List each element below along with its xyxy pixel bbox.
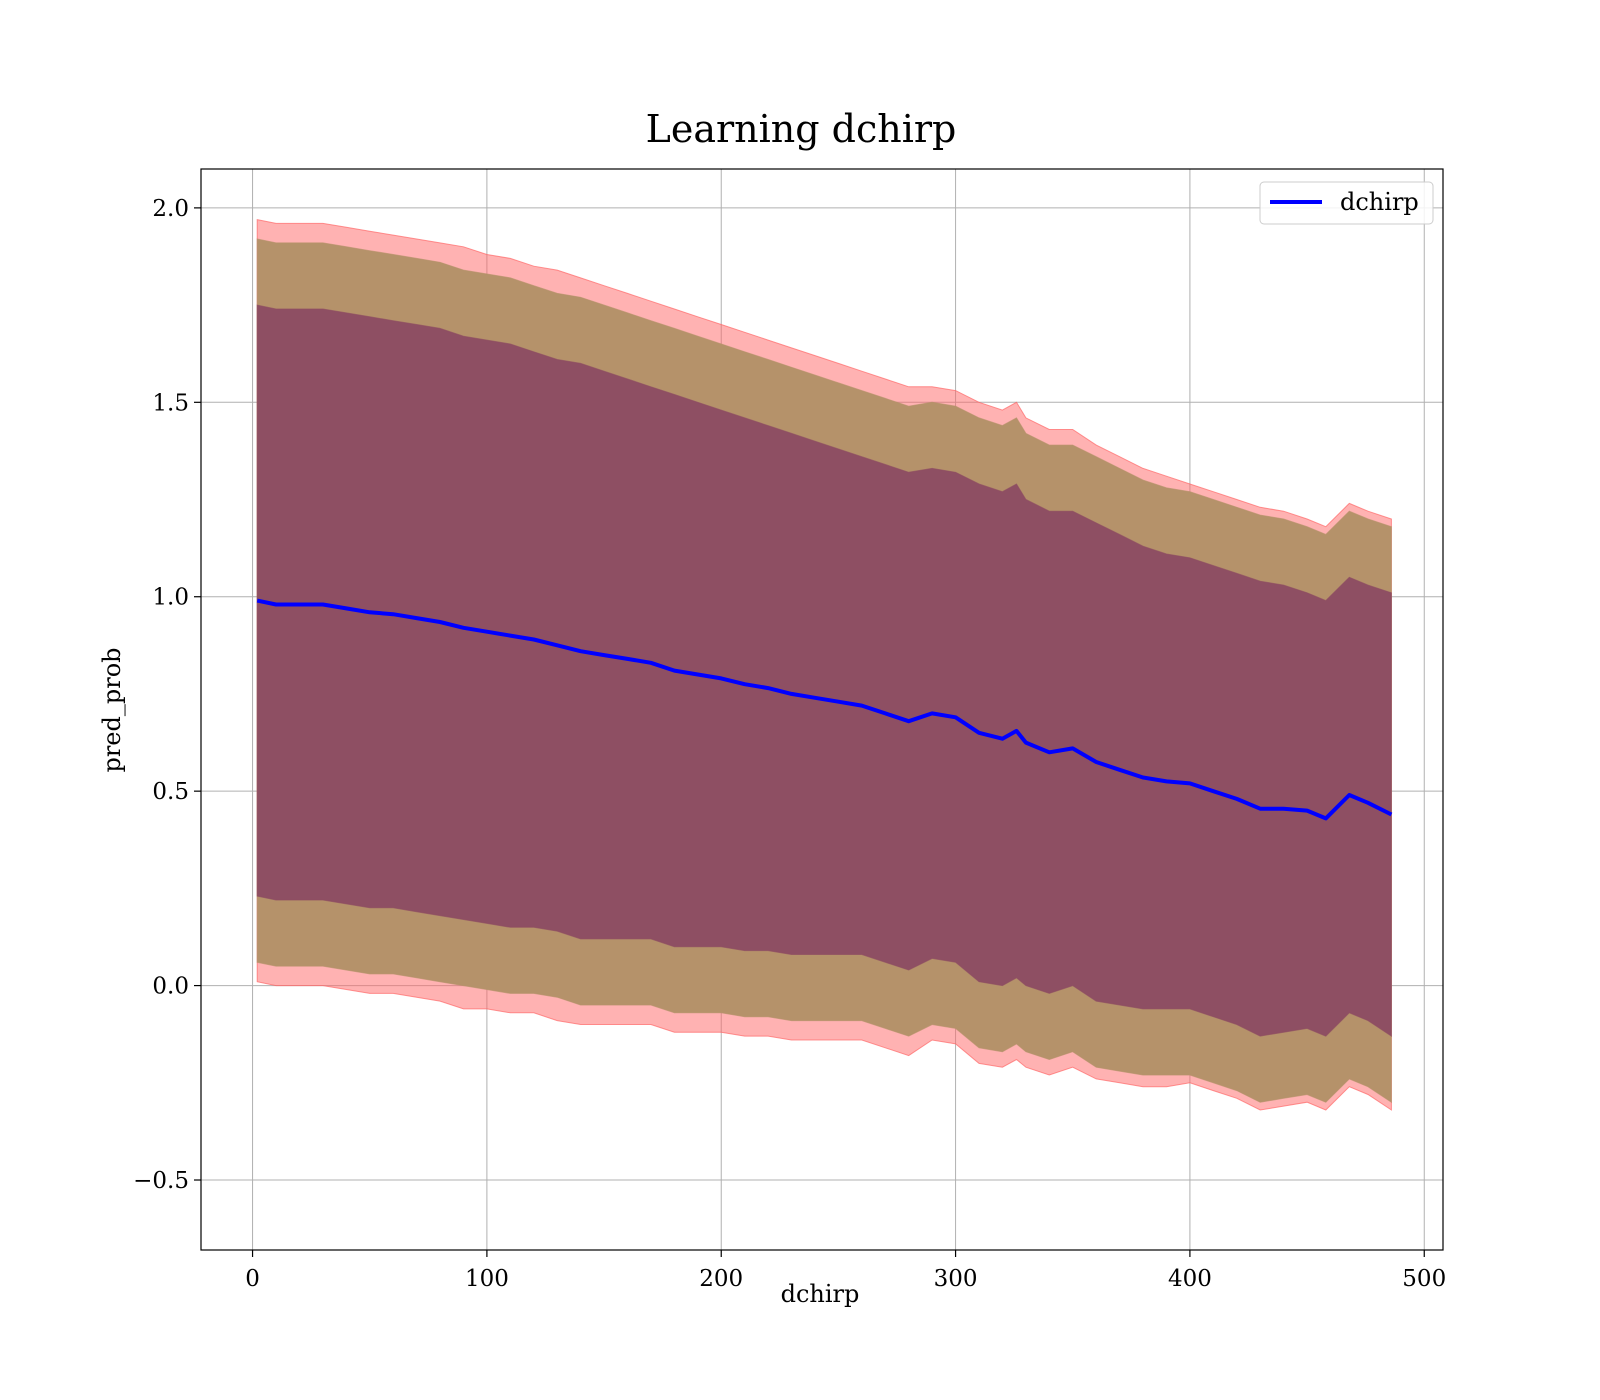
x-tick-label: 400 [1168, 1266, 1212, 1292]
x-tick-label: 100 [465, 1266, 509, 1292]
axes-frame [200, 168, 1444, 1251]
y-tick-label: 0.0 [152, 974, 189, 1000]
x-tick-label: 500 [1402, 1266, 1446, 1292]
legend-box [1259, 181, 1434, 225]
legend: dchirp [1259, 181, 1434, 225]
plot-area: 0 100 200 300 400 500 −0.5 0.0 0.5 1.0 1.5 2.0 dchir… [133, 168, 1446, 1292]
chart-title: Learning dchirp [646, 107, 957, 151]
y-tick-label: 1.0 [152, 585, 189, 611]
x-axis-label: dchirp [781, 1280, 860, 1308]
series-line-dchirp [256, 598, 1393, 821]
y-tick-label: 1.5 [152, 390, 189, 416]
x-tick-label: 200 [699, 1266, 743, 1292]
legend-label-dchirp: dchirp [1340, 188, 1419, 216]
x-tick-label: 0 [245, 1266, 260, 1292]
y-tick-label: 0.5 [152, 779, 189, 805]
y-axis-label: pred_prob [98, 647, 126, 772]
y-tick-label: 2.0 [152, 196, 189, 222]
band-inner [256, 304, 1392, 1038]
y-tick-label: −0.5 [133, 1168, 189, 1194]
x-tick-label: 300 [934, 1266, 978, 1292]
